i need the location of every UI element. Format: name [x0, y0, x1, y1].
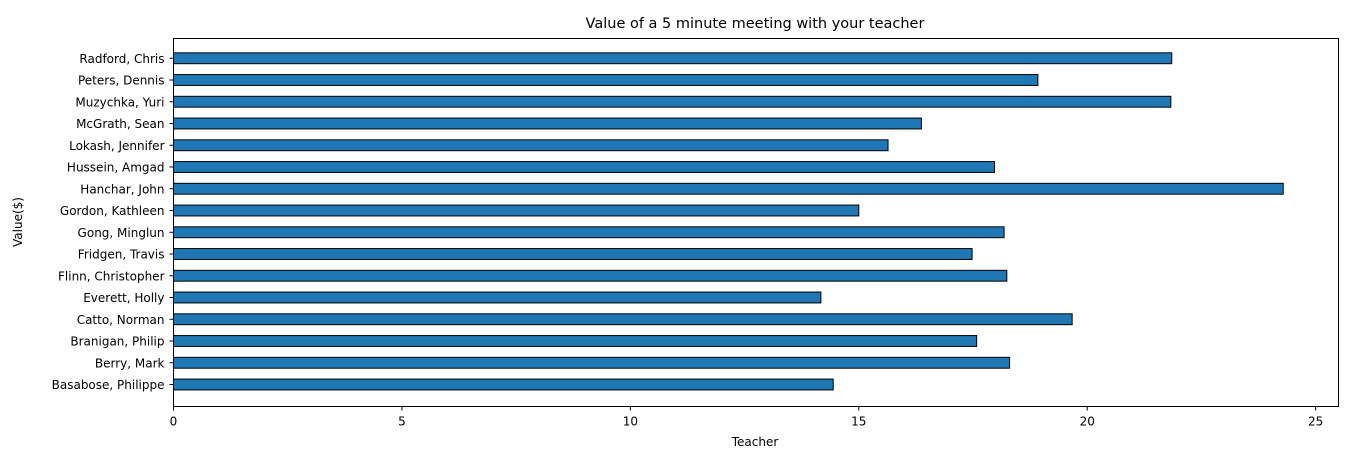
y-axis-ticks: Basabose, Philippe Berry, Mark Branigan, P…: [52, 52, 174, 392]
y-tick-label: Branigan, Philip: [70, 335, 164, 349]
y-tick-label: Muzychka, Yuri: [75, 95, 164, 109]
y-tick-label: Basabose, Philippe: [52, 378, 165, 392]
y-tick-label: Flinn, Christopher: [58, 269, 165, 283]
y-tick-label: Gordon, Kathleen: [60, 204, 165, 218]
y-tick-label: Fridgen, Travis: [78, 248, 165, 262]
bar: [173, 139, 889, 152]
bar: [173, 52, 1173, 65]
y-tick-label: Radford, Chris: [79, 52, 164, 66]
bars-group: [173, 52, 1284, 391]
y-tick-label: Berry, Mark: [95, 356, 165, 370]
bar: [173, 356, 1011, 369]
bar: [173, 269, 1008, 282]
y-tick-label: Peters, Dennis: [78, 74, 165, 88]
x-tick-label: 20: [1080, 415, 1095, 429]
bar: [173, 248, 973, 260]
x-tick-label: 0: [170, 415, 178, 429]
bar: [173, 378, 834, 391]
bar: [173, 117, 922, 130]
x-tick-label: 10: [623, 415, 638, 429]
bar: [173, 204, 860, 217]
chart-title: Value of a 5 minute meeting with your te…: [586, 16, 925, 32]
bar: [173, 74, 1039, 86]
bar: [173, 335, 978, 347]
y-tick-label: Lokash, Jennifer: [69, 139, 164, 153]
bar: [173, 226, 1005, 239]
bar: [173, 182, 1284, 195]
plot-frame: [173, 38, 1339, 407]
y-tick-label: Catto, Norman: [77, 313, 165, 327]
x-tick-label: 15: [851, 415, 866, 429]
y-tick-label: Gong, Minglun: [78, 226, 165, 240]
bar: [173, 313, 1073, 326]
y-axis-title: Value($): [11, 197, 25, 247]
bar: [173, 95, 1172, 108]
x-tick-label: 5: [398, 415, 406, 429]
y-tick-label: Hanchar, John: [80, 182, 164, 196]
y-tick-label: Hussein, Amgad: [67, 161, 165, 175]
y-tick-label: Everett, Holly: [83, 291, 164, 305]
x-axis-ticks: 0 5 10 15 20 25: [170, 406, 1323, 429]
y-tick-label: McGrath, Sean: [76, 117, 164, 131]
bar: [173, 161, 995, 173]
x-axis-title: Teacher: [731, 435, 779, 449]
x-tick-label: 25: [1308, 415, 1323, 429]
bar: [173, 291, 822, 304]
